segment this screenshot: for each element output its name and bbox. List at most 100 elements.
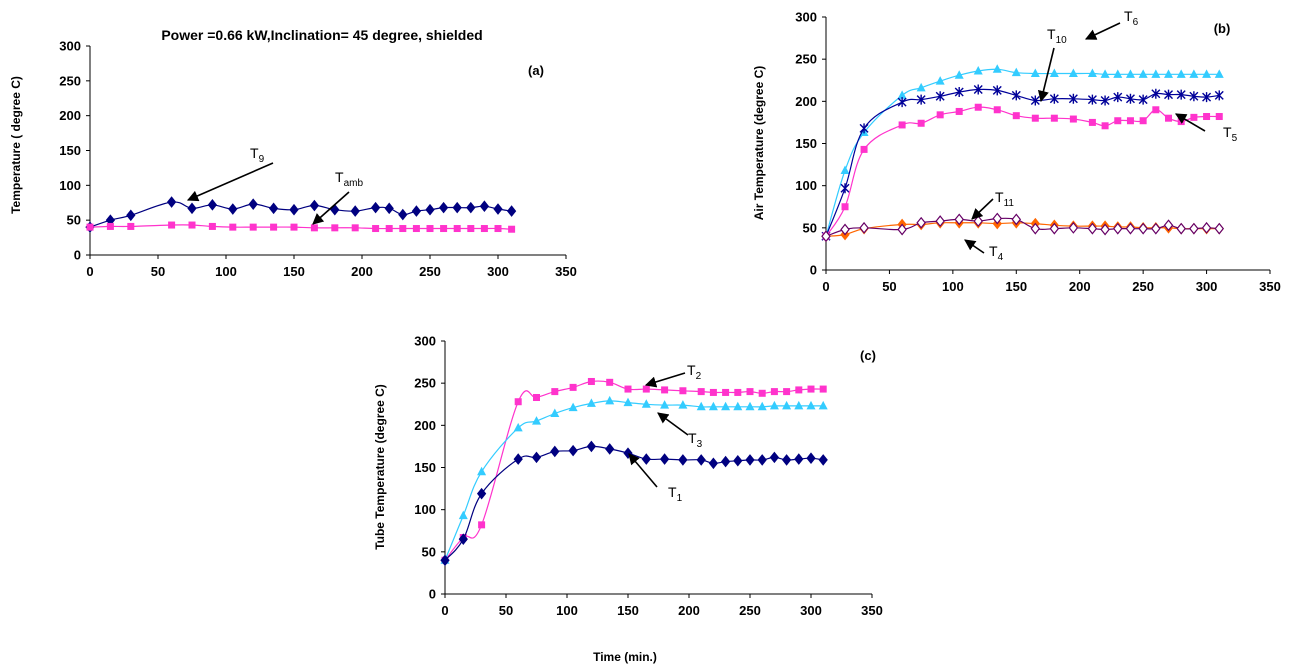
annotation-label-T4: T4 [989,243,1004,263]
data-point-T2 [514,398,522,406]
data-point-T10 [1049,93,1059,104]
annotation-arrow-T11 [971,198,994,220]
annotation-arrow-T3 [657,412,689,436]
data-point-T2 [661,386,669,394]
data-point-T2 [606,378,614,386]
data-point-T11 [1113,222,1123,235]
data-point-T3 [769,400,779,410]
data-point-T3 [757,401,767,411]
panel-label-b: (b) [1214,21,1231,36]
data-point-Tamb [426,225,434,233]
data-point-T10 [1068,93,1078,104]
data-point-T10 [1214,90,1224,101]
x-tick-label: 100 [215,264,237,279]
data-point-T10 [859,123,869,134]
data-point-T5 [1050,114,1058,122]
data-point-T6 [1049,68,1059,78]
data-point-T11 [1011,213,1022,226]
data-point-Tamb [270,223,278,231]
data-point-Tamb [331,224,339,232]
data-point-T11 [859,221,869,234]
panel-label-a: (a) [528,63,544,78]
data-point-T6 [1113,69,1123,78]
data-point-T5 [1031,114,1039,122]
data-point-T2 [783,388,791,396]
y-tick-label: 50 [422,544,436,559]
data-point-T3 [721,401,731,411]
annotation-label-T5: T5 [1223,124,1238,144]
data-point-T1 [781,454,792,466]
y-tick-label: 0 [429,587,436,602]
chart-title-a: Power =0.66 kW,Inclination= 45 degree, s… [161,27,482,43]
data-point-T11 [954,213,964,226]
data-point-T9 [479,200,490,213]
data-point-T9 [166,196,177,208]
y-tick-label: 300 [795,10,817,25]
data-point-T9 [398,208,408,221]
chart-panel-c: (c) Tube Temperature (degree C) Time (mi… [373,334,883,665]
y-tick-label: 200 [414,418,436,433]
data-point-T3 [678,400,688,409]
y-tick-label: 300 [59,39,81,54]
y-tick-label: 50 [67,213,81,228]
data-point-T2 [679,387,687,395]
data-point-T1 [757,454,767,466]
data-point-Tamb [351,224,359,232]
data-point-T1 [531,451,542,464]
data-point-T9 [452,201,462,214]
annotation-arrow-Tamb [312,191,350,225]
data-point-T10 [840,183,850,194]
data-point-T6 [1030,68,1040,78]
data-point-T5 [1069,115,1077,123]
y-tick-label: 0 [810,263,817,278]
data-point-Tamb [508,225,516,233]
data-point-T3 [782,400,792,410]
data-point-T6 [1202,69,1212,78]
data-point-T2 [533,394,540,402]
data-point-Tamb [86,223,94,231]
data-point-Tamb [385,225,393,233]
data-point-Tamb [310,224,318,232]
data-point-T11 [1214,222,1225,235]
data-point-T10 [1138,94,1148,105]
x-tick-label: 150 [283,264,305,279]
data-point-T9 [309,199,320,212]
data-point-T5 [1190,113,1198,121]
data-point-T2 [624,385,632,393]
data-point-T1 [550,445,560,458]
data-point-T9 [438,201,449,214]
data-point-T9 [268,202,279,215]
data-point-T2 [709,388,717,396]
data-point-T1 [806,452,816,465]
annotation-label-T11: T11 [995,189,1014,209]
data-point-T5 [1088,118,1096,126]
panel-label-c: (c) [860,348,876,363]
data-point-T6 [973,65,983,75]
data-point-T2 [758,389,766,397]
data-point-T3 [623,397,633,407]
data-point-T3 [568,402,578,412]
series-T5 [822,103,1223,240]
x-tick-label: 300 [800,603,822,618]
data-point-T1 [458,533,468,545]
annotation-label-T3: T3 [688,430,703,450]
data-point-T6 [1214,69,1224,78]
data-point-T10 [1151,88,1161,99]
data-point-T3 [696,401,706,411]
x-tick-label: 300 [1196,279,1218,294]
x-tick-label: 200 [351,264,373,279]
series-line-T6 [825,68,1220,237]
data-point-T9 [187,202,197,215]
data-point-T5 [936,111,944,119]
data-point-T1 [818,454,828,466]
data-point-Tamb [372,225,380,233]
y-tick-label: 250 [59,73,81,88]
data-point-T6 [954,70,964,79]
data-point-T10 [1087,94,1097,105]
data-point-T6 [1138,69,1148,78]
annotation-arrow-T9 [186,162,274,202]
data-point-T6 [916,82,926,92]
data-point-Tamb [480,225,488,233]
series-line-T5 [825,106,1220,237]
data-point-T9 [466,201,476,214]
